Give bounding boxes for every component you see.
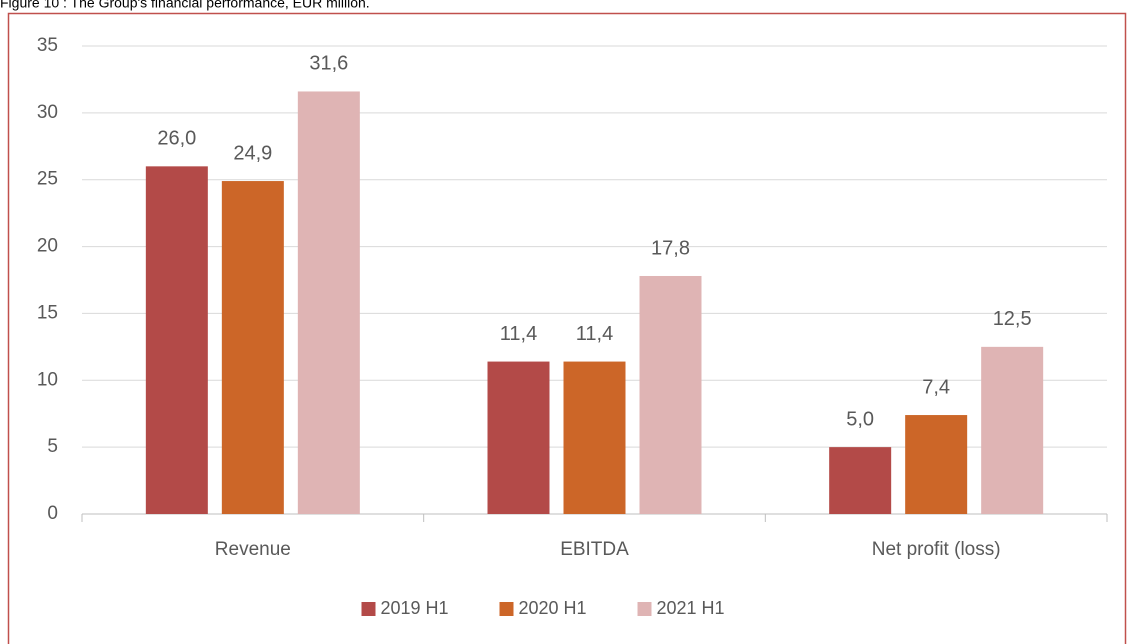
value-label: 5,0 [846,408,874,430]
legend-swatch [499,602,514,616]
legend-label: 2020 H1 [519,598,587,618]
y-tick-label: 0 [47,503,58,524]
bar [639,275,702,514]
y-tick-label: 20 [37,236,58,257]
value-label: 24,9 [233,142,272,164]
x-tick-label: Revenue [215,539,291,560]
chart-title: Figure 10 : The Group's financial perfor… [0,0,370,11]
y-tick-label: 30 [37,102,58,123]
y-tick-label: 25 [37,169,58,190]
bar [981,346,1044,514]
value-label: 17,8 [651,237,690,259]
value-label: 7,4 [922,376,950,398]
legend-label: 2021 H1 [657,598,725,618]
value-label: 31,6 [309,53,348,75]
y-tick-label: 35 [37,35,58,56]
legend-swatch [361,602,376,616]
bar [829,447,892,514]
bar [297,91,360,514]
y-tick-label: 10 [37,369,58,390]
bar [905,415,968,514]
legend-swatch [637,602,652,616]
bar [221,181,284,514]
bar [145,166,208,515]
value-label: 12,5 [993,308,1032,330]
bar [487,361,550,514]
y-tick-label: 5 [47,436,58,457]
value-label: 26,0 [157,128,196,150]
x-tick-label: EBITDA [560,539,629,560]
y-tick-label: 15 [37,302,58,323]
value-label: 11,4 [500,323,537,345]
value-label: 11,4 [576,323,613,345]
x-tick-label: Net profit (loss) [872,539,1001,560]
legend-label: 2019 H1 [381,598,449,618]
bar [563,361,626,514]
